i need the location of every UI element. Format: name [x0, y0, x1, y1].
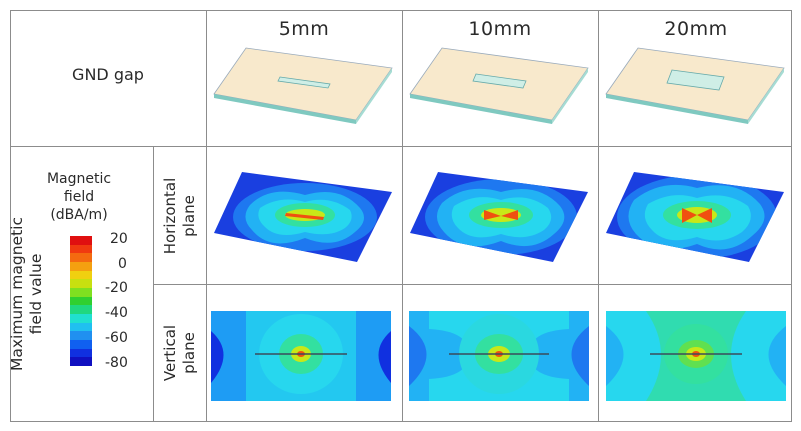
- vertical-plane-10mm: [409, 311, 589, 401]
- column-header-20mm: 20mm: [664, 18, 728, 40]
- horizontal-plane-10mm: [410, 172, 588, 262]
- legend-color-swatch: [70, 270, 92, 280]
- gnd-gap-label: GND gap: [72, 65, 144, 84]
- legend-color-swatch: [70, 322, 92, 332]
- legend-tick-20: 20: [110, 231, 128, 247]
- vertical-plane-label-line1: Vertical: [161, 324, 179, 382]
- legend-color-swatch: [70, 305, 92, 315]
- table-border-left: [10, 10, 11, 422]
- legend-tick-minus20: -20: [105, 280, 128, 296]
- table-border-col1: [206, 10, 207, 422]
- vertical-plane-5mm: [211, 311, 391, 401]
- table-border-side: [153, 146, 154, 422]
- legend-color-swatch: [70, 357, 92, 367]
- max-field-title-line1: Maximum magnetic: [8, 217, 26, 372]
- table-border-top: [10, 10, 792, 11]
- legend-tick-minus60: -60: [105, 330, 128, 346]
- table-border-bottom: [10, 421, 792, 422]
- horizontal-plane-5mm: [214, 172, 392, 262]
- legend-title-line2: field: [63, 189, 95, 205]
- legend-title: Magnetic field (dBA/m): [34, 170, 124, 224]
- legend-color-swatch: [70, 253, 92, 263]
- legend-tick-minus80: -80: [105, 355, 128, 371]
- horizontal-plane-label-line1: Horizontal: [161, 177, 179, 255]
- legend-tick-0: 0: [118, 256, 127, 272]
- table-border-mid: [10, 146, 792, 147]
- gnd-board-10mm: [409, 47, 589, 124]
- legend-title-line1: Magnetic: [46, 171, 112, 187]
- max-field-title-line2: field value: [27, 253, 45, 335]
- legend-color-swatch: [70, 236, 92, 246]
- vertical-plane-label-line2: plane: [180, 332, 198, 374]
- legend-color-swatch: [70, 296, 92, 306]
- legend-tick-minus40: -40: [105, 305, 128, 321]
- legend-color-swatch: [70, 244, 92, 254]
- legend-color-swatch: [70, 288, 92, 298]
- legend-color-swatch: [70, 331, 92, 341]
- max-field-title: Maximum magnetic field value: [8, 209, 48, 379]
- column-header-5mm: 5mm: [278, 18, 330, 40]
- table-border-sub: [153, 284, 792, 285]
- horizontal-plane-20mm: [606, 172, 784, 262]
- legend-color-swatch: [70, 314, 92, 324]
- legend-color-swatch: [70, 262, 92, 272]
- legend-color-swatch: [70, 348, 92, 358]
- gnd-board-5mm: [213, 47, 393, 124]
- gnd-board-20mm: [605, 47, 785, 124]
- table-border-col3: [598, 10, 599, 422]
- column-header-10mm: 10mm: [468, 18, 532, 40]
- vertical-plane-label: Vertical plane: [161, 313, 201, 393]
- table-border-right: [791, 10, 792, 422]
- horizontal-plane-label: Horizontal plane: [161, 176, 201, 256]
- legend-title-line3: (dBA/m): [50, 207, 108, 223]
- horizontal-plane-label-line2: plane: [180, 195, 198, 237]
- legend-color-swatch: [70, 279, 92, 289]
- vertical-plane-20mm: [606, 311, 786, 401]
- table-border-col2: [402, 10, 403, 422]
- legend-color-swatch: [70, 340, 92, 350]
